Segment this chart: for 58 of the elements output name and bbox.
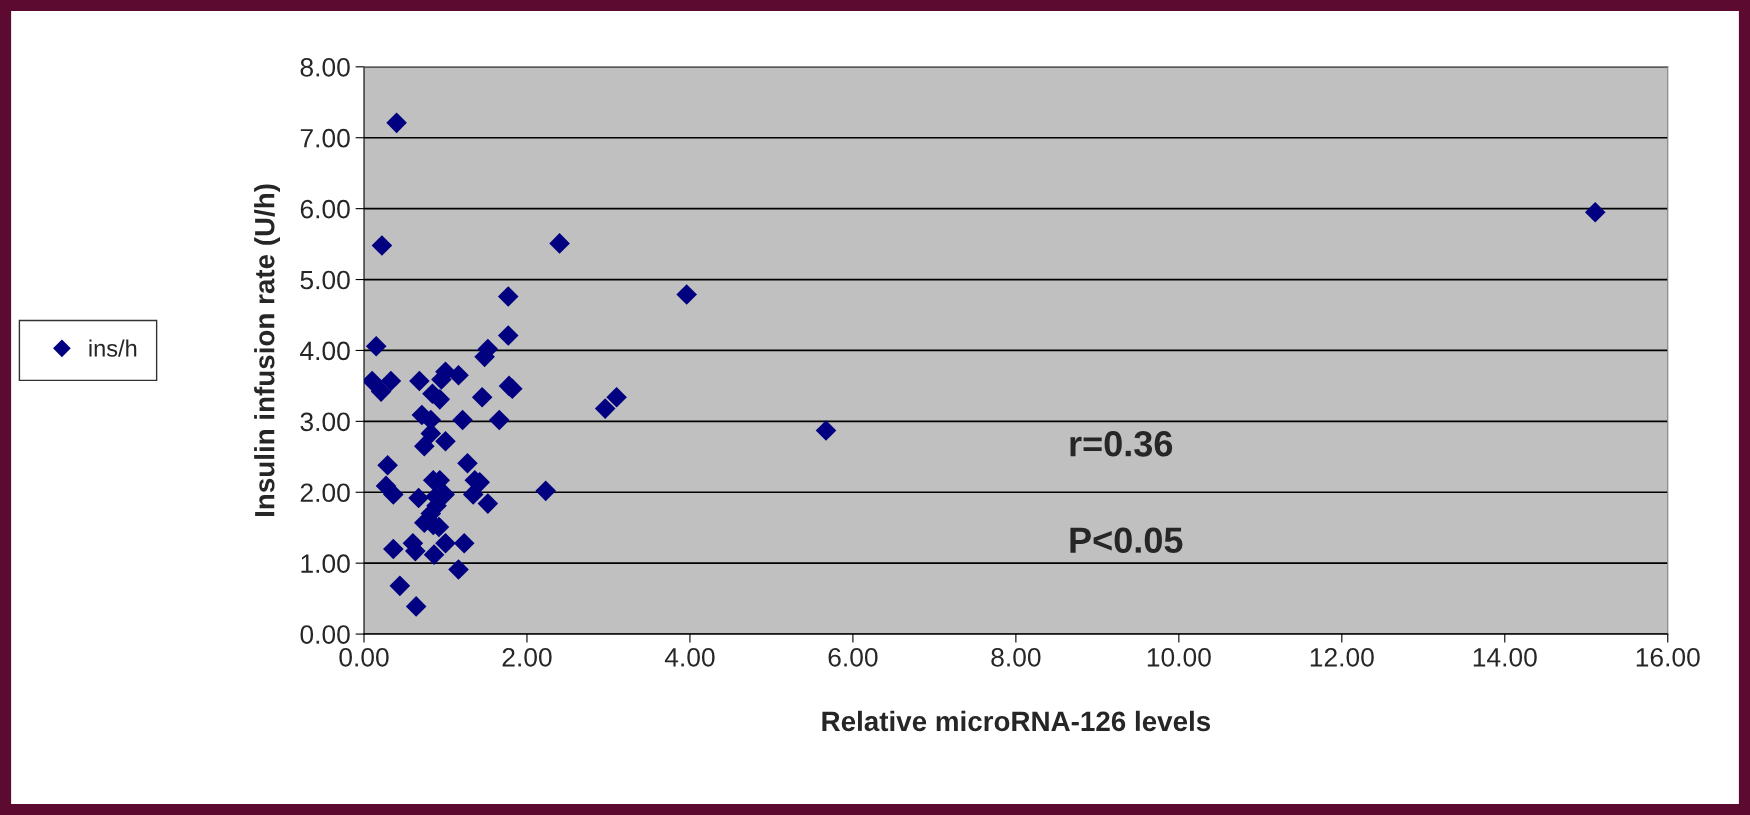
y-tick-label: 6.00: [300, 199, 350, 219]
point: [423, 544, 445, 565]
y-tick-label: 3.00: [300, 412, 350, 432]
point: [488, 409, 510, 431]
legend-label: ins/h: [89, 339, 137, 357]
y-tick-label: 1.00: [301, 554, 350, 573]
point: [452, 409, 473, 431]
x-tick-label: 8.00: [991, 647, 1041, 667]
point: [676, 284, 697, 305]
point: [471, 386, 493, 408]
point: [497, 286, 519, 307]
x-tick-label: 4.00: [664, 647, 715, 667]
point: [383, 484, 404, 505]
y-tick-label: 0.00: [300, 625, 350, 644]
point: [549, 233, 570, 254]
x-tick-label: 6.00: [828, 647, 878, 667]
y-axis-title: Insulin infusion rate (U/h): [254, 184, 281, 517]
point: [420, 423, 442, 444]
annotation: P<0.05: [1070, 527, 1183, 554]
point: [371, 235, 393, 256]
point: [389, 575, 411, 597]
point: [535, 480, 557, 502]
x-tick-label: 10.00: [1147, 647, 1211, 667]
point: [414, 435, 435, 457]
y-tick-label: 8.00: [300, 57, 350, 77]
point: [386, 112, 407, 134]
y-tick-label: 2.00: [300, 483, 350, 503]
point: [408, 487, 429, 509]
annotation: r=0.36: [1070, 431, 1173, 457]
point: [405, 596, 427, 617]
y-tick-label: 5.00: [300, 270, 350, 290]
point: [448, 364, 469, 386]
point: [435, 533, 456, 554]
point: [435, 430, 456, 452]
point: [409, 370, 430, 392]
x-tick-label: 2.00: [502, 647, 552, 667]
x-tick-label: 0.00: [339, 647, 389, 667]
point: [365, 335, 387, 357]
point: [594, 398, 616, 419]
point: [383, 538, 404, 560]
point: [1584, 201, 1606, 223]
point: [448, 559, 469, 580]
point: [497, 325, 519, 346]
point: [477, 493, 499, 514]
y-tick-label: 4.00: [300, 341, 350, 361]
y-tick-label: 7.00: [300, 128, 350, 148]
point: [453, 533, 475, 554]
point: [457, 452, 478, 474]
point: [377, 455, 398, 476]
point: [370, 381, 392, 402]
x-tick-label: 14.00: [1473, 647, 1537, 667]
x-tick-label: 12.00: [1310, 647, 1374, 667]
point: [606, 386, 627, 408]
x-axis-title: Relative microRNA-126 levels: [822, 710, 1211, 732]
point: [462, 484, 484, 505]
point: [380, 370, 402, 392]
point: [815, 420, 837, 441]
x-tick-label: 16.00: [1636, 647, 1700, 667]
